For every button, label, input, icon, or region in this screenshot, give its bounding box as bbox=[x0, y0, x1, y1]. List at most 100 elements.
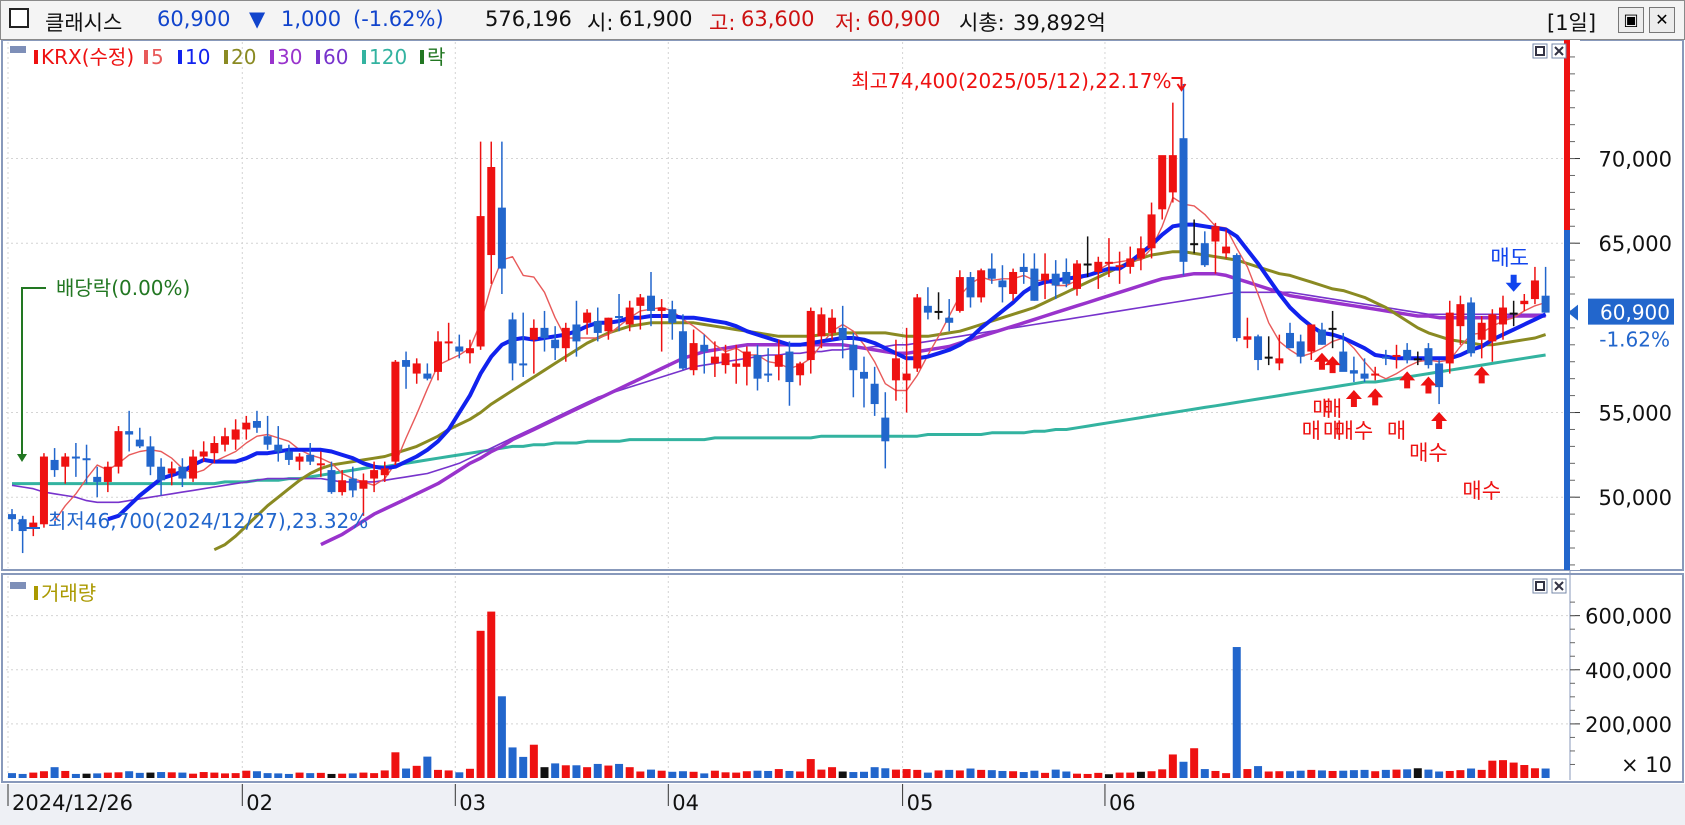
volume-bar bbox=[93, 773, 102, 778]
volume-bar bbox=[327, 773, 336, 778]
candle-body bbox=[572, 324, 581, 342]
volume-bar bbox=[1243, 769, 1252, 778]
volume-bar bbox=[103, 772, 112, 778]
candle-body bbox=[551, 339, 560, 349]
ma-line-20 bbox=[213, 250, 1547, 552]
volume-bar bbox=[1530, 768, 1539, 778]
volume-bar bbox=[1264, 771, 1273, 778]
candle-body bbox=[1275, 358, 1284, 364]
volume-bar bbox=[476, 630, 485, 778]
checkbox-icon[interactable] bbox=[9, 8, 29, 28]
volume-bar bbox=[1232, 647, 1241, 778]
candle-body bbox=[114, 431, 123, 467]
candle-body bbox=[1392, 354, 1401, 357]
candle-body bbox=[1360, 373, 1369, 379]
volume-bar bbox=[125, 771, 134, 778]
candle-body bbox=[402, 360, 411, 367]
candle-body bbox=[199, 451, 208, 457]
volume-bar bbox=[306, 773, 315, 778]
volume-bar bbox=[593, 763, 602, 778]
candle-body bbox=[625, 307, 634, 325]
candle-body bbox=[1520, 300, 1529, 305]
candle-body bbox=[465, 348, 474, 354]
volume-bar bbox=[945, 769, 954, 778]
volume-bar bbox=[721, 772, 730, 778]
volume-bar bbox=[583, 767, 592, 778]
candle-body bbox=[1243, 336, 1252, 340]
candle-body bbox=[774, 354, 783, 367]
candle-body bbox=[891, 358, 900, 381]
volume-bar bbox=[497, 696, 506, 778]
candle-body bbox=[902, 373, 911, 381]
volume-bar bbox=[455, 772, 464, 778]
candle-body bbox=[806, 310, 815, 361]
maximize-icon[interactable]: ▣ bbox=[1618, 7, 1644, 33]
close-icon[interactable]: ✕ bbox=[1649, 7, 1675, 33]
candle-body bbox=[838, 327, 847, 340]
volume-bar bbox=[1520, 765, 1529, 778]
candle-body bbox=[1456, 304, 1465, 327]
volume-bar bbox=[1403, 769, 1412, 778]
candle-body bbox=[487, 166, 496, 256]
candle-body bbox=[945, 317, 954, 323]
volume-bar bbox=[1136, 771, 1145, 778]
volume-bar bbox=[1435, 771, 1444, 778]
volume-bar bbox=[1083, 773, 1092, 778]
volume-bar bbox=[1349, 770, 1358, 778]
candle-body bbox=[103, 466, 112, 482]
candle-body bbox=[1190, 243, 1199, 246]
volume-bar bbox=[987, 770, 996, 778]
volume-bar bbox=[1062, 771, 1071, 778]
candle-body bbox=[860, 371, 868, 379]
period-selector[interactable]: [1일] bbox=[1547, 11, 1597, 35]
candle-body bbox=[455, 346, 464, 352]
volume-bar bbox=[1179, 761, 1188, 778]
candle-body bbox=[29, 522, 38, 528]
candle-body bbox=[284, 451, 293, 460]
candle-body bbox=[1147, 214, 1156, 249]
candle-body bbox=[1222, 246, 1231, 254]
candle-body bbox=[785, 351, 794, 383]
candle-body bbox=[306, 454, 315, 462]
stock-name[interactable]: 클래시스 bbox=[45, 11, 123, 35]
volume-bar bbox=[316, 772, 325, 778]
dividend-note: 배당락(0.00%) bbox=[56, 276, 190, 300]
legend-item: 락 bbox=[427, 45, 445, 69]
x-tick-label: 2024/12/26 bbox=[12, 791, 133, 815]
legend-swatch bbox=[178, 50, 182, 64]
legend-item: 60 bbox=[323, 45, 348, 69]
candle-body bbox=[444, 341, 453, 344]
legend-item: 20 bbox=[231, 45, 256, 69]
volume-bar bbox=[284, 773, 293, 778]
volume-bar bbox=[1158, 769, 1167, 778]
volume-bar bbox=[274, 773, 283, 778]
volume-bar bbox=[689, 771, 698, 778]
title-bar: 클래시스 60,900 ▼ 1,000 (-1.62%) 576,196 시: … bbox=[0, 0, 1685, 40]
candle-body bbox=[966, 277, 975, 298]
volume-bar bbox=[657, 770, 666, 778]
candle-body bbox=[583, 312, 592, 323]
volume-bar bbox=[796, 771, 805, 778]
price-marker-icon bbox=[1568, 304, 1578, 321]
volume-bar bbox=[465, 768, 474, 778]
high-note: 최고74,400(2025/05/12),22.17% bbox=[851, 69, 1171, 93]
x-axis-strip bbox=[0, 784, 1685, 825]
candle-body bbox=[1328, 327, 1337, 330]
volume-bar bbox=[1307, 769, 1316, 778]
volume-bar bbox=[732, 772, 741, 778]
candle-body bbox=[828, 317, 837, 333]
candle-body bbox=[742, 351, 751, 367]
candle-body bbox=[1339, 351, 1348, 372]
candle-body bbox=[221, 436, 229, 445]
candle-body bbox=[934, 310, 943, 313]
candle-body bbox=[1094, 261, 1103, 272]
buy-arrow-icon bbox=[1431, 412, 1448, 430]
volume-bar bbox=[529, 744, 538, 778]
buy-label: 매 bbox=[1302, 419, 1321, 443]
candle-body bbox=[1296, 341, 1305, 357]
volume-bar bbox=[1126, 772, 1135, 778]
volume-bar bbox=[210, 772, 219, 778]
volume-bar bbox=[252, 771, 261, 778]
candle-body bbox=[1009, 271, 1018, 294]
volume-bar bbox=[647, 769, 655, 778]
